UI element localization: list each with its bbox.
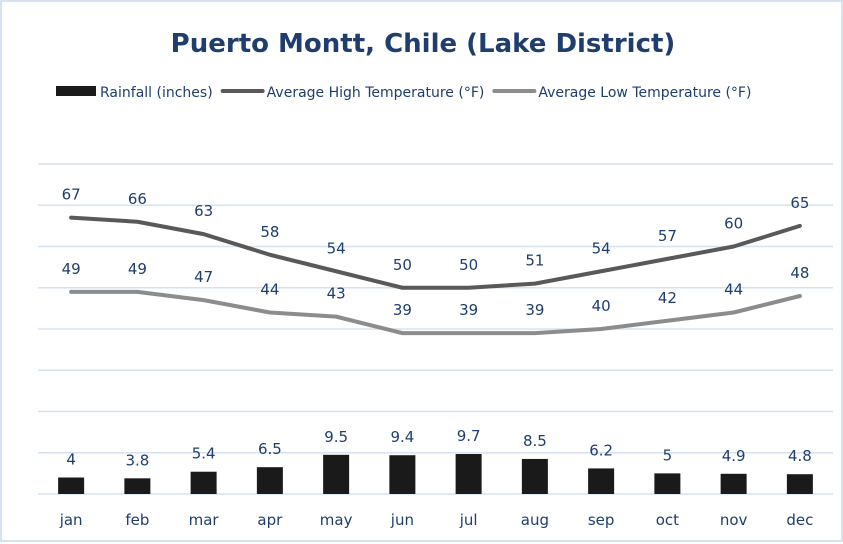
bar-jun bbox=[389, 455, 416, 494]
data-label: 49 bbox=[128, 260, 147, 278]
legend-label: Rainfall (inches) bbox=[100, 85, 213, 101]
x-tick-label: oct bbox=[656, 511, 679, 529]
x-tick-label: nov bbox=[720, 511, 748, 529]
lines bbox=[69, 215, 802, 336]
bar-nov bbox=[720, 473, 747, 494]
gridlines bbox=[38, 163, 833, 495]
bar-apr bbox=[256, 467, 283, 494]
bar-aug bbox=[521, 458, 548, 494]
data-label: 40 bbox=[592, 297, 611, 315]
data-label: 4 bbox=[66, 451, 76, 469]
data-label: 5.4 bbox=[192, 445, 216, 463]
bar-dec bbox=[786, 474, 813, 494]
data-label: 50 bbox=[393, 256, 412, 274]
legend: Rainfall (inches) Average High Temperatur… bbox=[56, 85, 751, 101]
legend-swatch bbox=[56, 86, 96, 96]
data-label: 39 bbox=[459, 301, 478, 319]
bar-oct bbox=[654, 473, 681, 494]
bar-mar bbox=[190, 471, 217, 494]
line-2 bbox=[69, 289, 802, 336]
data-label: 43 bbox=[327, 285, 346, 303]
bar-sep bbox=[588, 468, 615, 494]
data-label: 54 bbox=[327, 239, 346, 257]
data-label: 4.8 bbox=[788, 447, 812, 465]
bar-jan bbox=[58, 477, 85, 494]
data-label: 48 bbox=[790, 264, 809, 282]
bar-feb bbox=[124, 478, 151, 494]
chart-title: Puerto Montt, Chile (Lake District) bbox=[171, 29, 676, 59]
data-label: 44 bbox=[260, 281, 279, 299]
x-tick-label: jun bbox=[390, 511, 414, 529]
data-label: 3.8 bbox=[125, 451, 149, 469]
data-label: 5 bbox=[663, 446, 673, 464]
x-tick-label: dec bbox=[786, 511, 813, 529]
data-label: 4.9 bbox=[722, 447, 746, 465]
data-label: 51 bbox=[525, 252, 544, 270]
labels: jan feb mar apr may jun jul aug sep oct nov dec 4 3.8… bbox=[59, 186, 814, 529]
data-label: 47 bbox=[194, 268, 213, 286]
data-label: 9.5 bbox=[324, 428, 348, 446]
data-label: 58 bbox=[260, 223, 279, 241]
x-tick-label: jan bbox=[59, 511, 83, 529]
x-tick-label: apr bbox=[257, 511, 283, 529]
data-label: 60 bbox=[724, 215, 743, 233]
line-1 bbox=[69, 215, 802, 290]
data-label: 49 bbox=[62, 260, 81, 278]
x-tick-label: mar bbox=[189, 511, 220, 529]
data-label: 6.5 bbox=[258, 440, 282, 458]
legend-label: Average Low Temperature (°F) bbox=[538, 85, 751, 101]
x-tick-label: aug bbox=[521, 511, 549, 529]
data-label: 63 bbox=[194, 202, 213, 220]
data-label: 50 bbox=[459, 256, 478, 274]
data-label: 39 bbox=[393, 301, 412, 319]
data-label: 65 bbox=[790, 194, 809, 212]
legend-label: Average High Temperature (°F) bbox=[267, 85, 485, 101]
bars bbox=[58, 453, 813, 494]
data-label: 57 bbox=[658, 227, 677, 245]
bar-may bbox=[323, 454, 350, 494]
x-tick-label: jul bbox=[459, 511, 478, 529]
x-tick-label: sep bbox=[588, 511, 615, 529]
data-label: 9.4 bbox=[390, 428, 414, 446]
data-label: 42 bbox=[658, 289, 677, 307]
data-label: 44 bbox=[724, 281, 743, 299]
data-label: 39 bbox=[525, 301, 544, 319]
data-label: 67 bbox=[62, 186, 81, 204]
x-tick-label: may bbox=[320, 511, 353, 529]
bar-jul bbox=[455, 453, 482, 494]
x-tick-label: feb bbox=[125, 511, 149, 529]
data-label: 6.2 bbox=[589, 441, 613, 459]
data-label: 9.7 bbox=[457, 427, 481, 445]
data-label: 54 bbox=[592, 239, 611, 257]
data-label: 66 bbox=[128, 190, 147, 208]
data-label: 8.5 bbox=[523, 432, 547, 450]
